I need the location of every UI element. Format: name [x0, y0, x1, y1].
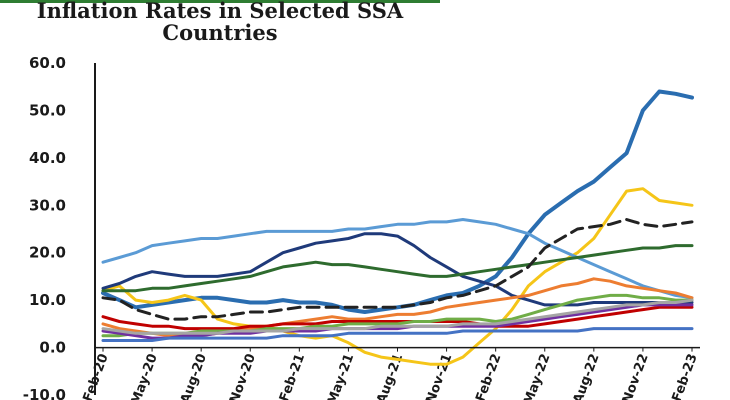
x-tick-label: Feb-20 [81, 352, 112, 400]
x-tick-label: Nov-21 [424, 352, 456, 400]
series-line-1 [101, 89, 694, 314]
series-group [101, 89, 694, 366]
x-tick-label: May-21 [325, 352, 357, 400]
chart-title: Inflation Rates in Selected SSA Countrie… [36, 0, 404, 45]
series-line-11 [101, 327, 694, 342]
series-line-6 [101, 218, 694, 321]
x-tick-label: Aug-20 [178, 352, 210, 400]
y-tick-label: 10.0 [29, 291, 66, 309]
y-tick-label: 50.0 [29, 101, 66, 119]
series-line-2 [101, 187, 694, 366]
title-accent-bar [0, 0, 440, 3]
x-tick-label: Aug-22 [571, 352, 603, 400]
y-tick-label: 40.0 [29, 149, 66, 167]
y-tick-label: 60.0 [29, 54, 66, 72]
y-tick-label: 30.0 [29, 196, 66, 214]
series-line-3 [101, 218, 694, 300]
x-tick-label: Feb-23 [670, 352, 701, 400]
x-tick-label: Nov-22 [620, 352, 652, 400]
series-line-12 [101, 298, 694, 335]
x-axis-ticks: Feb-20 May-20 Aug-20 Nov-20 Feb-21 May-21 Aug-… [81, 347, 701, 400]
series-line-10 [101, 303, 694, 340]
x-tick-label: Feb-22 [473, 352, 504, 400]
x-tick-label: Nov-20 [227, 352, 259, 400]
series-line-5 [101, 244, 694, 293]
y-axis-ticks: 60.0 50.0 40.0 30.0 20.0 10.0 0.0 -10.0 [23, 54, 66, 400]
y-tick-label: 20.0 [29, 244, 66, 262]
x-tick-label: May-20 [129, 352, 161, 400]
x-tick-label: May-22 [521, 352, 553, 400]
y-tick-label: 0.0 [39, 339, 66, 357]
series-line-4 [101, 232, 694, 307]
series-line-8 [101, 305, 694, 331]
x-tick-label: Feb-21 [277, 352, 308, 400]
y-tick-label: -10.0 [23, 386, 66, 400]
series-line-9 [101, 293, 694, 338]
